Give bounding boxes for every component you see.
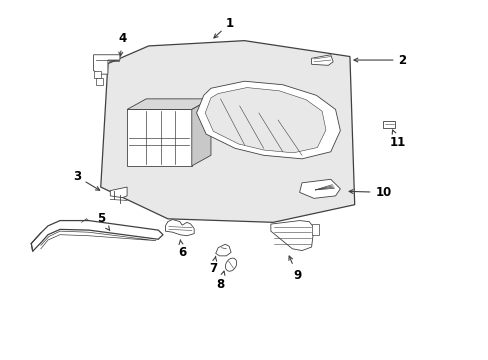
Polygon shape <box>383 121 395 128</box>
Polygon shape <box>270 221 313 251</box>
Polygon shape <box>93 55 120 74</box>
Text: 7: 7 <box>209 256 217 275</box>
Text: 2: 2 <box>353 54 406 67</box>
Text: 3: 3 <box>73 170 100 190</box>
Polygon shape <box>93 71 101 78</box>
Polygon shape <box>299 179 340 198</box>
Text: 10: 10 <box>348 186 391 199</box>
Text: 4: 4 <box>118 32 126 56</box>
Polygon shape <box>191 99 210 166</box>
Polygon shape <box>127 109 191 166</box>
Polygon shape <box>165 220 194 236</box>
Text: 8: 8 <box>216 271 224 291</box>
Polygon shape <box>110 187 127 198</box>
Polygon shape <box>205 87 325 153</box>
Polygon shape <box>127 99 210 109</box>
Polygon shape <box>101 41 354 222</box>
Polygon shape <box>215 244 231 256</box>
Polygon shape <box>311 224 318 235</box>
Text: 5: 5 <box>97 212 109 230</box>
Text: 9: 9 <box>288 256 301 282</box>
Text: 11: 11 <box>389 130 405 149</box>
Polygon shape <box>196 81 340 159</box>
Text: 6: 6 <box>178 240 186 259</box>
Text: 1: 1 <box>213 17 234 38</box>
Polygon shape <box>311 55 332 66</box>
Polygon shape <box>31 221 163 251</box>
Polygon shape <box>96 78 103 85</box>
Ellipse shape <box>225 258 236 271</box>
